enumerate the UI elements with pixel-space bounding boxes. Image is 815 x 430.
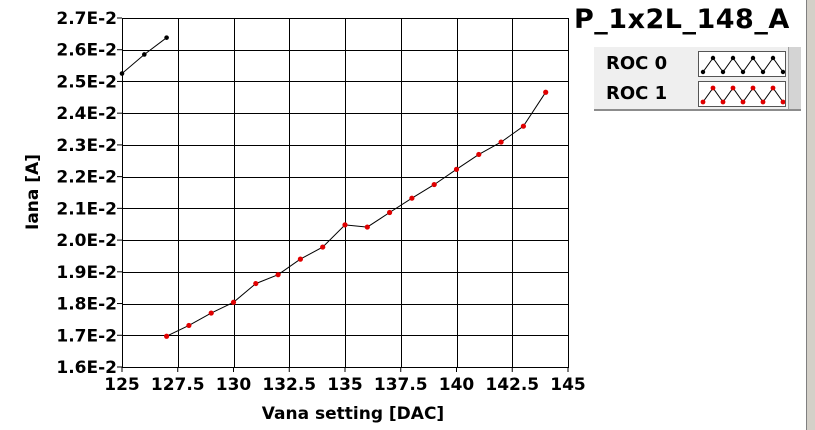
series-0-point-0 — [119, 71, 125, 76]
y-tick-label-3: 1.9E-2 — [56, 263, 117, 283]
series-1-point-2 — [208, 310, 214, 316]
x-axis-ticks: 125 127.5 130 132.5 135 137.5 140 142.5 145 — [104, 367, 586, 395]
y-tick-label-9: 2.5E-2 — [56, 72, 117, 92]
y-axis-ticks: 1.6E-2 1.7E-2 1.8E-2 1.9E-2 2.0E-2 2.1E-2 2.2E… — [56, 9, 122, 378]
legend-swatch-roc-0 — [698, 51, 786, 77]
legend-label-roc-0: ROC 0 — [606, 53, 668, 74]
series-1-point-14 — [476, 151, 482, 158]
x-tick-label-3: 132.5 — [262, 375, 316, 395]
y-tick-label-10: 2.6E-2 — [56, 41, 117, 61]
series-1-point-10 — [387, 209, 393, 216]
x-tick-label-5: 137.5 — [374, 375, 428, 395]
series-1-point-3 — [230, 299, 237, 305]
legend-scrollbar[interactable] — [788, 47, 801, 109]
y-tick-label-0: 1.6E-2 — [56, 358, 117, 378]
series-1-point-17 — [543, 89, 549, 95]
series-1-point-15 — [498, 139, 504, 145]
series-1-point-4 — [253, 280, 259, 287]
x-tick-label-2: 130 — [216, 375, 252, 395]
legend-item-roc-1: ROC 1 — [594, 79, 799, 109]
series-1-point-8 — [342, 222, 348, 228]
y-tick-label-11: 2.7E-2 — [56, 9, 117, 29]
series-1-point-11 — [409, 195, 415, 201]
legend: ROC 0 ROC 1 — [594, 47, 801, 111]
y-tick-label-7: 2.3E-2 — [56, 136, 117, 156]
series-1-point-9 — [364, 224, 370, 230]
series-1-point-7 — [320, 244, 326, 250]
series-1-point-13 — [453, 166, 460, 172]
x-tick-label-0: 125 — [104, 375, 140, 395]
y-tick-label-4: 2.0E-2 — [56, 231, 117, 251]
series-0-point-2 — [164, 35, 169, 40]
y-tick-label-6: 2.2E-2 — [56, 168, 117, 188]
y-tick-label-8: 2.4E-2 — [56, 104, 117, 124]
data-points — [119, 35, 549, 339]
series-line-1 — [166, 91, 547, 337]
x-tick-label-1: 127.5 — [151, 375, 205, 395]
series-1-point-1 — [186, 322, 192, 329]
chart-title: P_1x2L_148_A — [574, 4, 790, 35]
x-axis-title: Vana setting [DAC] — [262, 404, 444, 424]
series-1-point-12 — [431, 181, 437, 188]
y-axis-title: Iana [A] — [23, 154, 43, 230]
x-tick-label-7: 142.5 — [485, 375, 539, 395]
series-1-point-16 — [520, 123, 527, 129]
series-0-point-1 — [142, 52, 147, 57]
y-tick-label-1: 1.7E-2 — [56, 326, 117, 346]
legend-item-roc-0: ROC 0 — [594, 49, 799, 79]
x-tick-label-8: 145 — [550, 375, 586, 395]
x-tick-label-6: 140 — [439, 375, 475, 395]
window-right-edge — [806, 0, 815, 430]
x-tick-label-4: 135 — [327, 375, 363, 395]
series-1-point-0 — [164, 333, 170, 339]
legend-swatch-roc-1 — [698, 81, 786, 107]
series-1-point-6 — [297, 256, 303, 262]
legend-label-roc-1: ROC 1 — [606, 83, 668, 104]
y-tick-label-5: 2.1E-2 — [56, 199, 117, 219]
y-tick-label-2: 1.8E-2 — [56, 295, 117, 315]
series-1-point-5 — [275, 272, 281, 278]
